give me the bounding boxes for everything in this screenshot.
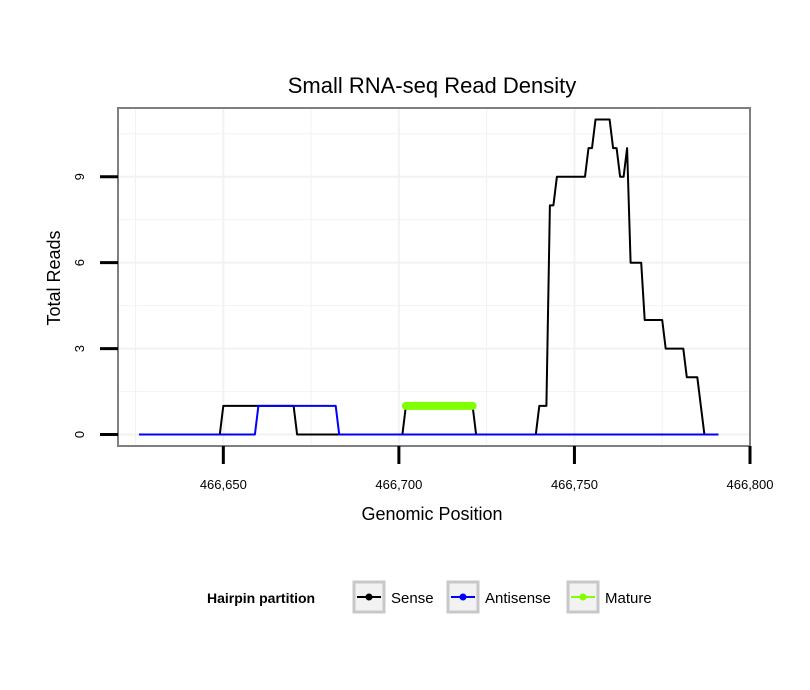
series-line-sense bbox=[139, 118, 719, 436]
y-axis-title: Total Reads bbox=[44, 230, 64, 325]
x-axis-title: Genomic Position bbox=[361, 504, 502, 524]
x-tick-label: 466,800 bbox=[727, 477, 774, 492]
legend-label-mature: Mature bbox=[605, 590, 652, 607]
y-tick-label: 0 bbox=[72, 431, 87, 438]
chart-title: Small RNA-seq Read Density bbox=[288, 73, 577, 98]
plot-panel bbox=[118, 108, 750, 446]
y-axis: 0 3 6 9 bbox=[72, 173, 118, 438]
x-axis: 466,650 466,700 466,750 466,800 bbox=[200, 446, 774, 492]
y-tick-label: 3 bbox=[72, 345, 87, 352]
y-tick-label: 9 bbox=[72, 173, 87, 180]
legend-key-dot bbox=[459, 593, 467, 601]
series-lines bbox=[139, 118, 719, 436]
y-tick-label: 6 bbox=[72, 259, 87, 266]
series-line-antisense bbox=[139, 404, 719, 436]
x-tick-label: 466,650 bbox=[200, 477, 247, 492]
x-tick-label: 466,700 bbox=[375, 477, 422, 492]
legend-key-dot bbox=[365, 593, 373, 601]
legend-title: Hairpin partition bbox=[207, 590, 315, 606]
legend-label-sense: Sense bbox=[391, 590, 434, 607]
legend: Hairpin partition Sense Antisense Mature bbox=[207, 580, 652, 614]
legend-key-dot bbox=[579, 593, 587, 601]
legend-label-antisense: Antisense bbox=[485, 590, 551, 607]
plot-panel-border bbox=[117, 107, 751, 447]
legend-key-box bbox=[446, 580, 480, 614]
x-tick-label: 466,750 bbox=[551, 477, 598, 492]
